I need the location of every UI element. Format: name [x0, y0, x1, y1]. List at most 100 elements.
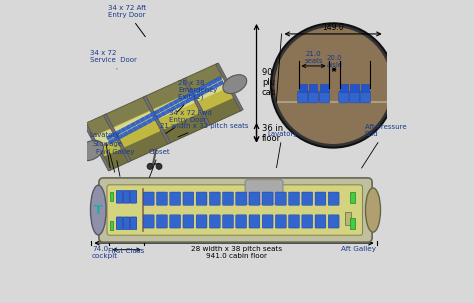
Text: First Class: First Class [109, 248, 145, 254]
FancyBboxPatch shape [223, 192, 233, 205]
Polygon shape [204, 88, 210, 93]
Polygon shape [190, 96, 195, 101]
FancyBboxPatch shape [183, 192, 194, 205]
FancyBboxPatch shape [196, 215, 207, 228]
Bar [109, 192, 113, 201]
Polygon shape [211, 79, 217, 84]
Polygon shape [159, 107, 164, 112]
FancyBboxPatch shape [302, 215, 313, 228]
Polygon shape [128, 128, 134, 134]
FancyBboxPatch shape [210, 192, 220, 205]
FancyBboxPatch shape [289, 192, 300, 205]
Text: 149.0: 149.0 [322, 22, 344, 32]
Polygon shape [216, 63, 243, 111]
FancyBboxPatch shape [328, 215, 339, 228]
Text: Lavatory: Lavatory [267, 131, 298, 168]
FancyBboxPatch shape [107, 185, 363, 235]
FancyBboxPatch shape [262, 192, 273, 205]
Polygon shape [92, 78, 229, 147]
Polygon shape [85, 64, 242, 170]
FancyBboxPatch shape [130, 191, 137, 203]
Circle shape [271, 23, 395, 148]
Polygon shape [185, 98, 191, 104]
FancyBboxPatch shape [170, 215, 181, 228]
FancyBboxPatch shape [236, 192, 246, 205]
Polygon shape [206, 82, 212, 87]
Polygon shape [173, 99, 179, 105]
FancyBboxPatch shape [116, 191, 123, 203]
Polygon shape [165, 108, 172, 114]
FancyBboxPatch shape [156, 192, 167, 205]
Text: 20.0
aisle: 20.0 aisle [326, 55, 342, 68]
Bar [299, 84, 307, 92]
Circle shape [156, 163, 162, 169]
Polygon shape [111, 132, 117, 138]
Polygon shape [183, 78, 210, 126]
FancyBboxPatch shape [143, 215, 154, 228]
Polygon shape [175, 103, 181, 109]
Text: 21 width x 32 pitch seats: 21 width x 32 pitch seats [160, 123, 249, 137]
Polygon shape [142, 121, 148, 126]
FancyBboxPatch shape [350, 91, 360, 103]
Polygon shape [168, 102, 174, 107]
Polygon shape [209, 85, 214, 91]
Polygon shape [103, 97, 242, 170]
Polygon shape [120, 127, 127, 132]
Polygon shape [106, 135, 112, 140]
Text: Fwd Galley: Fwd Galley [96, 149, 134, 176]
Polygon shape [182, 94, 189, 99]
Polygon shape [156, 113, 162, 119]
Text: 36 in
floor: 36 in floor [262, 124, 283, 143]
Polygon shape [187, 92, 193, 97]
FancyBboxPatch shape [315, 192, 326, 205]
Text: 34 x 72
Service  Door: 34 x 72 Service Door [90, 50, 137, 69]
Polygon shape [130, 122, 136, 127]
FancyBboxPatch shape [339, 91, 349, 103]
Ellipse shape [91, 185, 106, 235]
FancyBboxPatch shape [249, 215, 260, 228]
Bar [340, 84, 348, 92]
Polygon shape [146, 118, 153, 124]
Text: 34 x 72 Aft
Entry Door: 34 x 72 Aft Entry Door [108, 5, 146, 37]
Text: 34 x 72 Fwd
Entry Door: 34 x 72 Fwd Entry Door [166, 111, 212, 133]
FancyBboxPatch shape [123, 191, 130, 203]
Polygon shape [143, 96, 171, 144]
FancyBboxPatch shape [308, 91, 319, 103]
Polygon shape [137, 124, 143, 129]
FancyBboxPatch shape [183, 215, 194, 228]
Polygon shape [103, 114, 131, 162]
Bar [361, 84, 369, 92]
Polygon shape [113, 136, 119, 142]
Bar [350, 84, 359, 92]
Bar [345, 211, 351, 225]
Polygon shape [123, 131, 128, 137]
FancyBboxPatch shape [275, 192, 286, 205]
Text: Lavatory: Lavatory [89, 132, 120, 168]
Polygon shape [132, 126, 138, 132]
Polygon shape [125, 125, 131, 130]
Polygon shape [164, 104, 169, 110]
Polygon shape [192, 89, 198, 95]
Polygon shape [149, 112, 155, 117]
Text: Aft Pressure
Bhd: Aft Pressure Bhd [362, 125, 406, 168]
FancyBboxPatch shape [130, 217, 137, 230]
FancyBboxPatch shape [170, 192, 181, 205]
Polygon shape [116, 130, 122, 135]
FancyBboxPatch shape [143, 192, 154, 205]
Circle shape [147, 163, 153, 169]
FancyBboxPatch shape [236, 215, 246, 228]
FancyBboxPatch shape [99, 178, 372, 242]
Ellipse shape [365, 188, 381, 232]
Polygon shape [85, 64, 224, 137]
FancyBboxPatch shape [262, 215, 273, 228]
Bar [309, 84, 318, 92]
Polygon shape [154, 109, 160, 115]
Ellipse shape [223, 75, 246, 94]
Polygon shape [199, 91, 205, 96]
Bar [109, 221, 113, 231]
FancyBboxPatch shape [319, 91, 329, 103]
Polygon shape [201, 84, 208, 89]
FancyBboxPatch shape [328, 192, 339, 205]
Text: Closet: Closet [148, 148, 170, 178]
Polygon shape [109, 139, 114, 144]
